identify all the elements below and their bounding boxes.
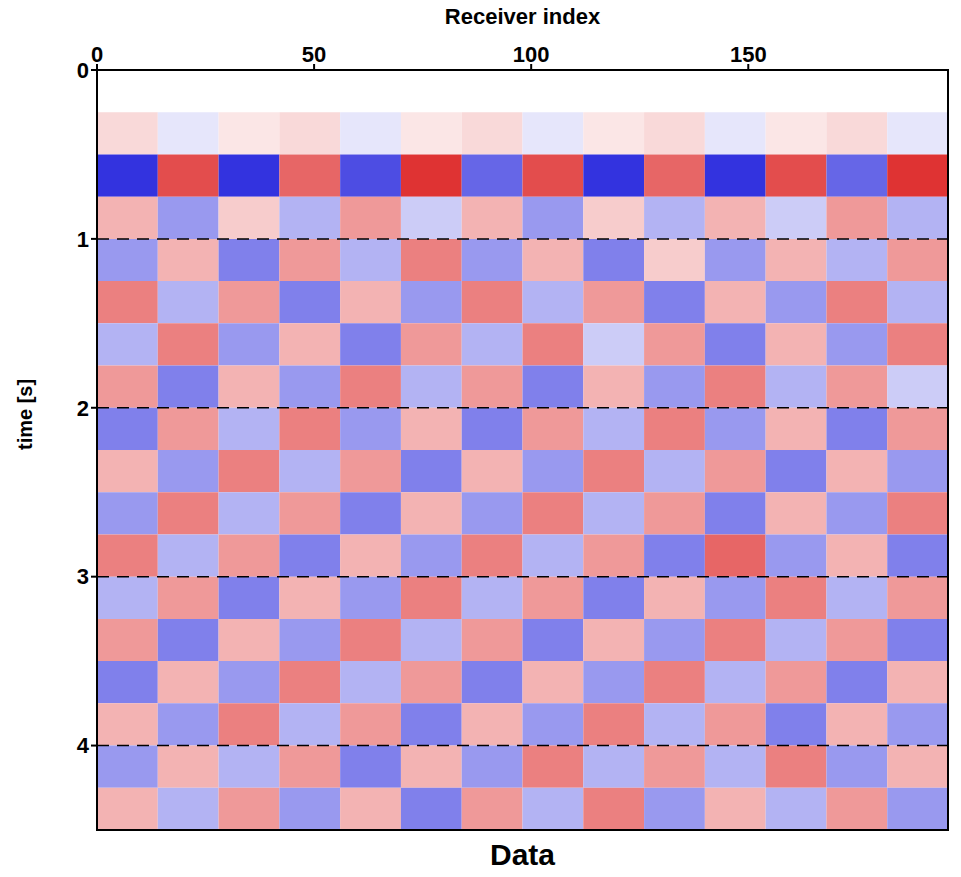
svg-text:time [s]: time [s] [14,379,36,450]
svg-text:50: 50 [302,42,326,67]
svg-text:3: 3 [77,564,89,589]
html-text:Data: Data [490,838,555,871]
svg-text:2: 2 [77,396,89,421]
svg-text:0: 0 [77,58,89,83]
svg-text:0: 0 [91,42,103,67]
svg-text:4: 4 [77,733,90,758]
svg-text:1: 1 [77,227,89,252]
svg-text:100: 100 [513,42,550,67]
svg-text:150: 150 [730,42,767,67]
svg-text:Receiver index: Receiver index [445,4,601,29]
